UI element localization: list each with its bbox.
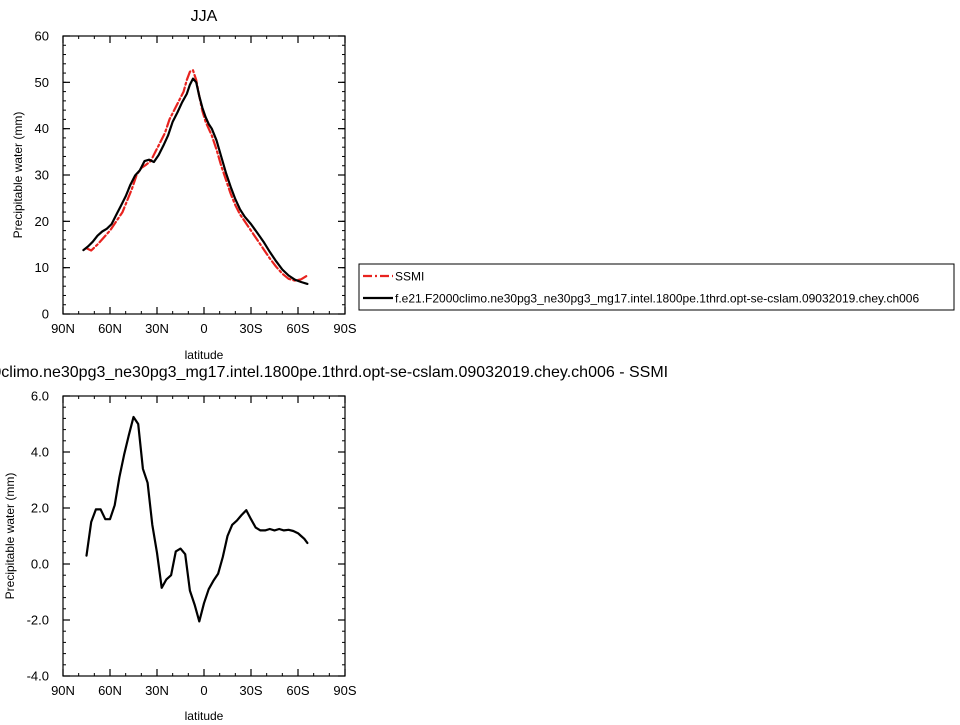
chart-title: f.e21.F2000climo.ne30pg3_ne30pg3_mg17.in… [0,364,668,381]
x-tick-label: 60S [286,321,309,336]
y-tick-label: 50 [35,75,49,90]
y-tick-label: 10 [35,260,49,275]
x-tick-label: 30N [145,683,169,698]
series-line-0 [85,69,309,282]
x-tick-label: 90S [333,321,356,336]
x-tick-label: 90N [51,683,75,698]
x-tick-label: 90S [333,683,356,698]
x-tick-label: 60S [286,683,309,698]
x-tick-label: 0 [200,683,207,698]
y-tick-label: 60 [35,29,49,44]
x-tick-label: 60N [98,321,122,336]
x-axis-label: latitude [185,348,224,362]
x-tick-label: 60N [98,683,122,698]
y-tick-label: 0 [42,307,49,322]
y-tick-label: -4.0 [27,669,49,684]
y-tick-label: 2.0 [31,501,49,516]
y-tick-label: 30 [35,168,49,183]
plot-frame [62,35,346,315]
x-tick-label: 0 [200,321,207,336]
legend-label-1: f.e21.F2000climo.ne30pg3_ne30pg3_mg17.in… [395,292,919,306]
legend: SSMI f.e21.F2000climo.ne30pg3_ne30pg3_mg1… [358,263,955,311]
y-tick-label: 20 [35,214,49,229]
difference-chart-panel: f.e21.F2000climo.ne30pg3_ne30pg3_mg17.in… [0,364,668,723]
y-tick-label: -2.0 [27,613,49,628]
top-chart-panel: JJA 90N 60N 30N 0 30S 60S 90S 0 10 20 30 40 50 60 latit… [11,8,357,362]
y-axis-label: Precipitable water (mm) [3,473,17,600]
series-line-0 [85,415,309,623]
series-line-1 [82,77,309,285]
x-axis-label: latitude [185,709,224,723]
legend-label-0: SSMI [395,270,424,284]
x-tick-label: 90N [51,321,75,336]
x-tick-label: 30S [239,683,262,698]
y-tick-label: 0.0 [31,557,49,572]
x-tick-label: 30N [145,321,169,336]
x-tick-label: 30S [239,321,262,336]
y-tick-label: 6.0 [31,389,49,404]
legend-box [358,263,955,311]
y-tick-label: 4.0 [31,445,49,460]
y-tick-label: 40 [35,121,49,136]
y-axis-label: Precipitable water (mm) [11,112,25,239]
chart-title: JJA [191,8,218,25]
